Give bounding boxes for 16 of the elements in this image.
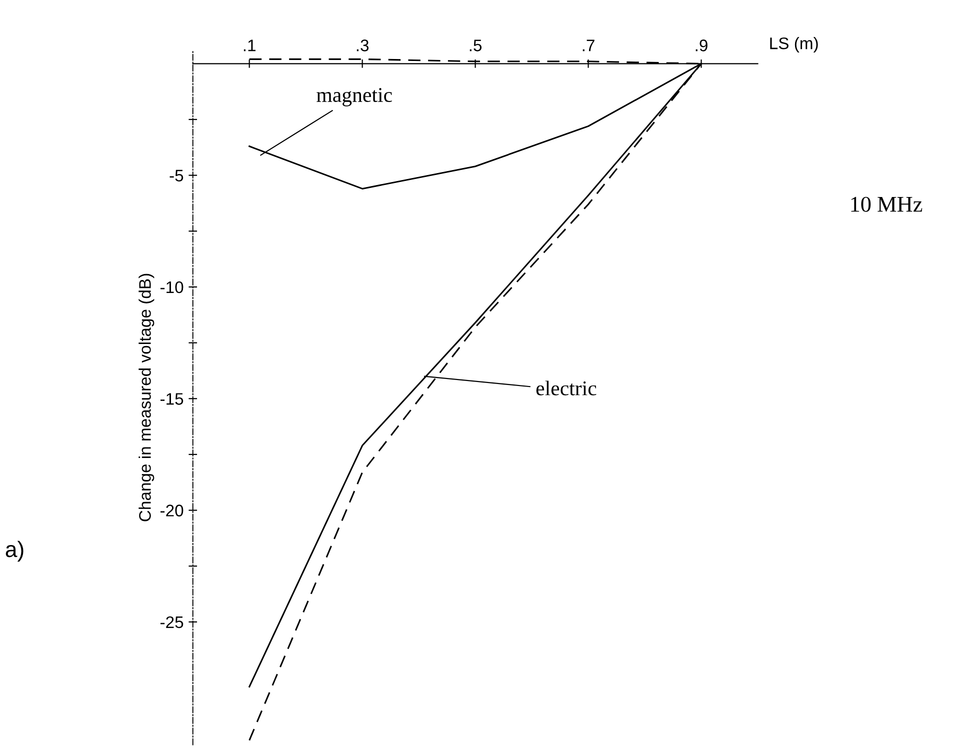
y-axis-title: Change in measured voltage (dB) (138, 274, 154, 522)
y-tick-label: -25 (160, 616, 184, 628)
y-tick-label: -15 (160, 393, 184, 405)
x-tick-label: .3 (356, 40, 369, 52)
x-tick-label: .7 (582, 40, 594, 52)
annotation: electric (536, 380, 596, 396)
y-tick-label: -10 (160, 281, 184, 294)
text: a) (6, 540, 24, 562)
y-tick-label: -20 (160, 504, 184, 516)
x-tick-label: .1 (244, 40, 256, 52)
text: 10 MHz (851, 196, 922, 212)
x-tick-label: .5 (470, 40, 482, 52)
x-tick-label: .9 (696, 40, 708, 52)
y-tick-label: -5 (170, 170, 184, 182)
annotation: magnetic (316, 88, 392, 106)
x-axis-title: LS (m) (770, 37, 818, 53)
